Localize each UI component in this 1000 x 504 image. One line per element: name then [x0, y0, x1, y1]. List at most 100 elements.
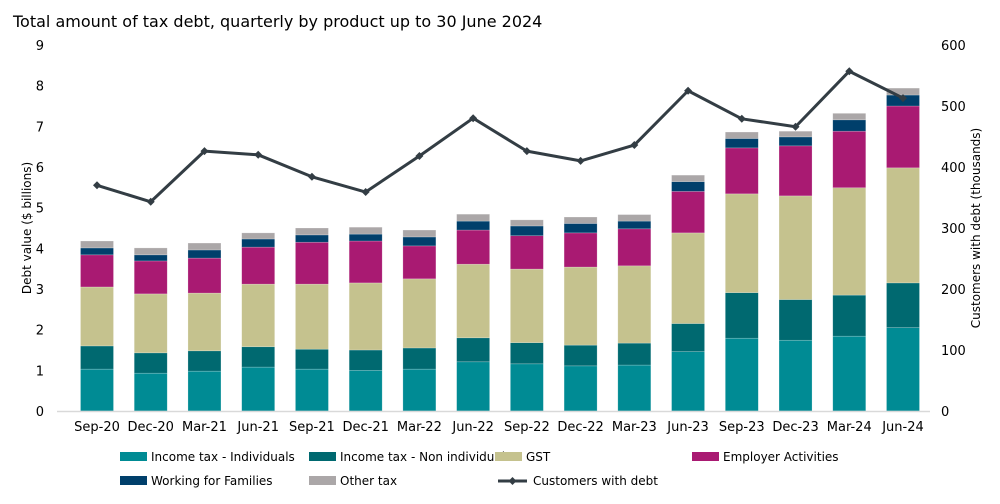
customers-line-marker	[361, 188, 370, 197]
x-tick-label: Mar-24	[827, 420, 872, 435]
bar-segment-other-tax	[456, 213, 490, 222]
y2-tick-label: 100	[941, 344, 966, 359]
bar-segment-income-tax-non-individuals	[187, 350, 222, 372]
bar-segment-employer-activities	[402, 245, 437, 280]
bar-segment-employer-activities	[80, 254, 114, 288]
y-tick-label: 4	[36, 242, 44, 257]
bar-segment-income-tax-non-individuals	[456, 337, 490, 363]
bar-segment-employer-activities	[563, 232, 598, 268]
y-axis-label: Debt value ($ billions)	[20, 162, 34, 294]
customers-line-marker	[200, 147, 209, 156]
bar-segment-employer-activities	[295, 241, 329, 285]
bar-segment-income-tax-non-individuals	[671, 323, 705, 352]
bar-segment-other-tax	[778, 130, 813, 138]
bar-segment-working-for-families	[563, 223, 598, 234]
customers-line-marker	[307, 172, 316, 181]
y-tick-label: 3	[36, 283, 44, 298]
bar-segment-income-tax-individuals	[402, 368, 437, 412]
legend-label: Income tax - Individuals	[151, 450, 295, 464]
customers-line-marker	[737, 114, 746, 123]
bar-segment-other-tax	[724, 131, 759, 139]
bar-segment-working-for-families	[456, 220, 490, 231]
bar-segment-other-tax	[563, 216, 598, 224]
x-tick-label: Jun-23	[666, 420, 709, 435]
bar-segment-income-tax-non-individuals	[617, 342, 652, 366]
bar-segment-other-tax	[295, 227, 329, 236]
y2-axis-label: Customers with debt (thousands)	[969, 128, 983, 328]
bar-segment-income-tax-non-individuals	[80, 345, 114, 370]
bar-segment-income-tax-individuals	[295, 368, 329, 412]
x-tick-label: Dec-22	[557, 420, 603, 435]
bar-segment-working-for-families	[724, 138, 759, 149]
y2-tick-label: 0	[941, 405, 949, 420]
bar-segment-other-tax	[832, 113, 867, 121]
bar-segment-employer-activities	[778, 145, 813, 197]
bar-segment-other-tax	[187, 242, 222, 251]
customers-line-marker	[146, 197, 155, 206]
bar-segment-employer-activities	[241, 246, 275, 285]
x-tick-label: Jun-24	[881, 420, 924, 435]
bar-segment-gst	[348, 282, 383, 351]
y-tick-label: 5	[36, 202, 44, 217]
x-tick-label: Sep-23	[719, 420, 765, 435]
legend-swatch	[309, 452, 336, 461]
bar-segment-gst	[617, 265, 652, 344]
bar-segment-income-tax-non-individuals	[402, 347, 437, 370]
bar-segment-other-tax	[402, 229, 437, 238]
bar-segment-other-tax	[510, 219, 544, 227]
bar-segment-income-tax-individuals	[778, 339, 813, 412]
bar-segment-employer-activities	[348, 240, 383, 284]
y-tick-label: 2	[36, 324, 44, 339]
bars	[80, 87, 920, 412]
legend-label: GST	[526, 450, 551, 464]
bar-segment-employer-activities	[187, 257, 222, 294]
bar-segment-employer-activities	[617, 228, 652, 267]
bar-segment-income-tax-non-individuals	[133, 352, 168, 374]
bar-segment-working-for-families	[402, 236, 437, 247]
bar-segment-income-tax-individuals	[456, 361, 490, 412]
bar-segment-gst	[295, 283, 329, 350]
bar-segment-income-tax-individuals	[133, 372, 168, 412]
bar-segment-gst	[778, 195, 813, 300]
y-axis-right: 0 100 200 300 400 500 600	[941, 39, 966, 420]
bar-segment-gst	[832, 187, 867, 296]
y2-tick-label: 500	[941, 100, 966, 115]
customers-line-marker	[845, 67, 854, 76]
bar-segment-working-for-families	[617, 220, 652, 230]
bar-segment-gst	[510, 268, 544, 343]
x-tick-label: Dec-20	[128, 420, 174, 435]
chart-title: Total amount of tax debt, quarterly by p…	[12, 12, 542, 31]
customers-line-marker	[254, 150, 263, 159]
x-tick-label: Sep-20	[74, 420, 120, 435]
bar-segment-income-tax-non-individuals	[724, 292, 759, 339]
bar-segment-employer-activities	[886, 105, 920, 169]
y-tick-label: 9	[36, 39, 44, 54]
x-axis: Sep-20 Dec-20 Mar-21 Jun-21 Sep-21 Dec-21 Mar-…	[74, 420, 924, 435]
customers-line-path	[96, 69, 904, 204]
y-axis-left: 0 1 2 3 4 5 6 7 8 9	[36, 39, 44, 420]
legend-label: Customers with debt	[533, 474, 658, 488]
x-tick-label: Mar-21	[182, 420, 227, 435]
x-tick-label: Dec-21	[342, 420, 388, 435]
bar-segment-working-for-families	[295, 234, 329, 243]
bar-segment-income-tax-individuals	[832, 335, 867, 412]
y2-tick-label: 300	[941, 222, 966, 237]
customers-line-marker	[576, 156, 585, 165]
bar-segment-income-tax-non-individuals	[348, 349, 383, 371]
y2-tick-label: 400	[941, 161, 966, 176]
bar-segment-income-tax-individuals	[617, 364, 652, 412]
y-tick-label: 7	[36, 120, 44, 135]
legend-swatch	[120, 452, 147, 461]
y-tick-label: 6	[36, 161, 44, 176]
customers-line-marker	[93, 181, 101, 190]
legend-swatch	[120, 476, 147, 485]
bar-segment-employer-activities	[510, 235, 544, 270]
bar-segment-working-for-families	[832, 119, 867, 132]
legend-swatch	[692, 452, 719, 461]
customers-line	[93, 67, 907, 206]
bar-segment-gst	[563, 266, 598, 346]
bar-segment-working-for-families	[187, 249, 222, 259]
bar-segment-income-tax-individuals	[886, 327, 920, 412]
bar-segment-working-for-families	[80, 247, 114, 256]
bar-segment-gst	[187, 292, 222, 352]
